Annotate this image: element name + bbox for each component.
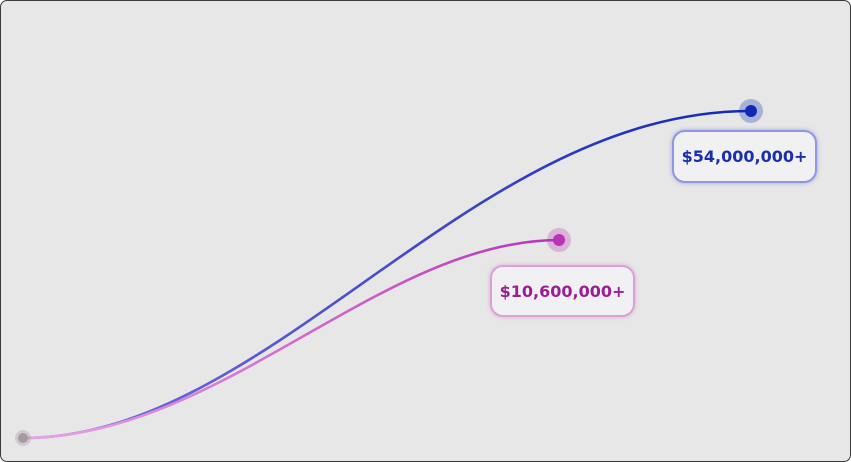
series-1-line — [21, 238, 561, 440]
series-0-endpoint — [745, 105, 757, 117]
series-1-value-label: $10,600,000+ — [490, 265, 635, 317]
series-0-value-label: $54,000,000+ — [672, 130, 817, 183]
series-1-endpoint — [553, 234, 565, 246]
series-0-line — [21, 109, 753, 440]
origin-point — [18, 433, 28, 443]
